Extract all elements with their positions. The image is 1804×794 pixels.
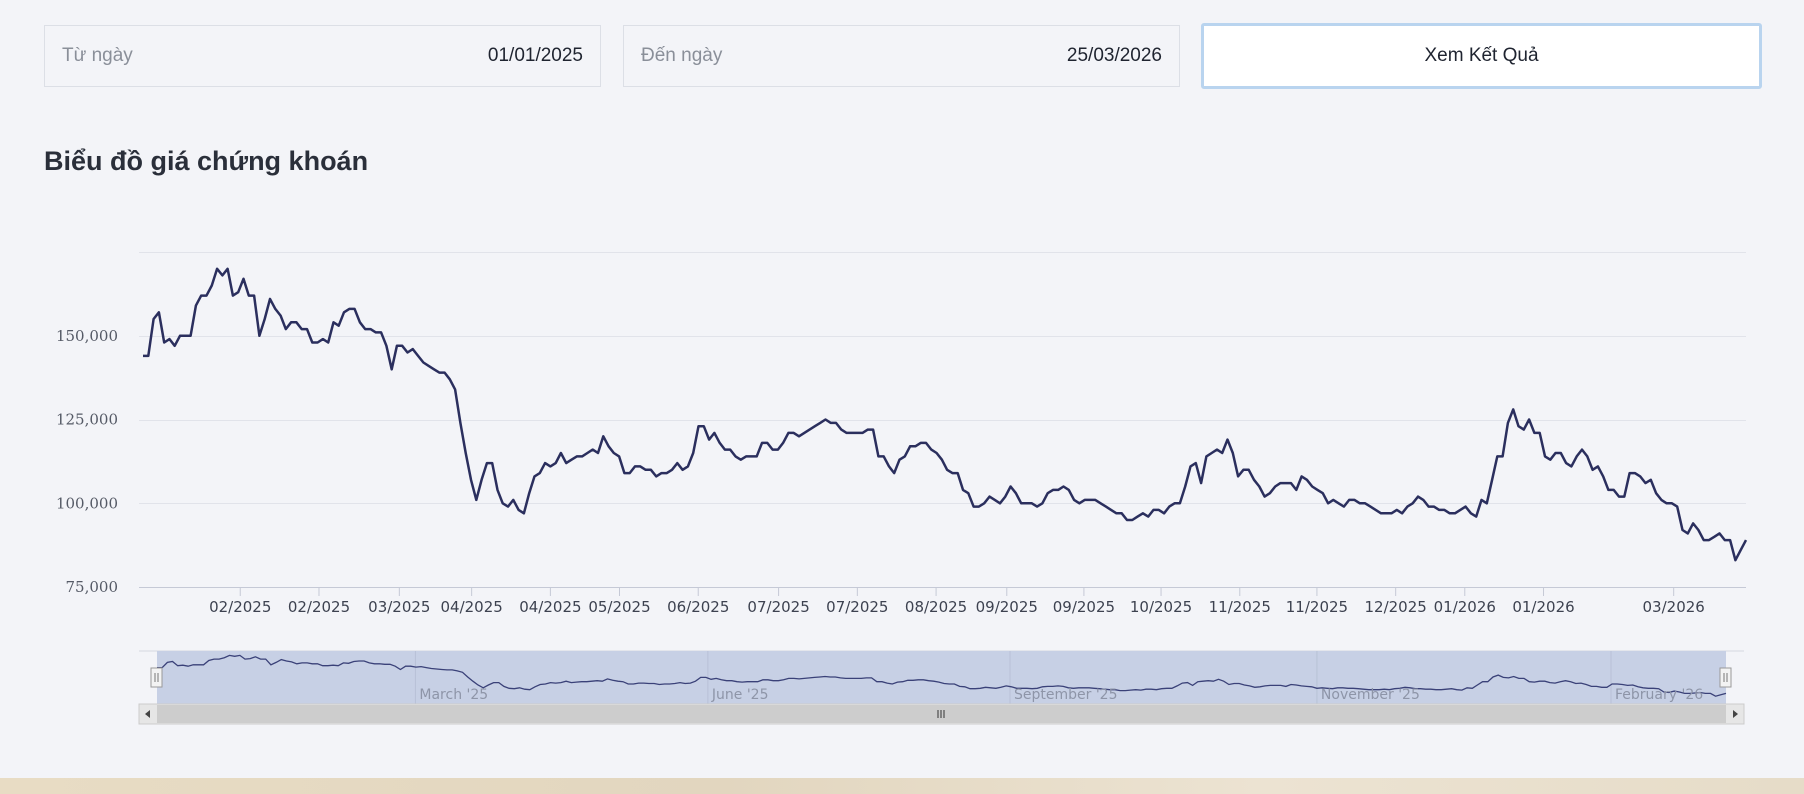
x-tick-label: 08/2025 <box>905 598 967 616</box>
scroll-right-arrow-icon[interactable] <box>1733 710 1738 718</box>
y-axis: 75,000 100,000 125,000 150,000 <box>56 327 118 596</box>
to-date-field[interactable]: Đến ngày 25/03/2026 <box>623 25 1180 87</box>
x-tick-label: 11/2025 <box>1286 598 1348 616</box>
x-tick-label: 10/2025 <box>1130 598 1192 616</box>
navigator-label: November '25 <box>1321 687 1420 703</box>
x-tick-label: 04/2025 <box>519 598 581 616</box>
x-tick-label: 01/2026 <box>1434 598 1496 616</box>
x-tick-label: 03/2025 <box>368 598 430 616</box>
y-tick-label: 100,000 <box>56 494 118 512</box>
x-tick-label: 02/2025 <box>288 598 350 616</box>
x-tick-label: 09/2025 <box>1053 598 1115 616</box>
range-navigator[interactable]: March '25 June '25 September '25 November '… <box>139 650 1744 704</box>
y-tick-label: 150,000 <box>56 327 118 345</box>
navigator-right-handle[interactable] <box>1719 667 1732 688</box>
x-tick-label: 07/2025 <box>826 598 888 616</box>
navigator-left-handle[interactable] <box>150 667 163 688</box>
navigator-labels: March '25 June '25 September '25 November '… <box>419 687 1703 703</box>
navigator-label: June '25 <box>711 687 769 703</box>
price-series-line <box>143 267 1748 562</box>
os-taskbar <box>0 778 1804 794</box>
scroll-left-arrow-icon[interactable] <box>145 710 150 718</box>
y-tick-label: 125,000 <box>56 411 118 429</box>
x-tick-label: 03/2026 <box>1643 598 1705 616</box>
x-tick-label: 07/2025 <box>747 598 809 616</box>
grid-lines <box>139 252 1746 504</box>
x-tick-label: 11/2025 <box>1209 598 1271 616</box>
x-axis: 02/2025 02/2025 03/2025 04/2025 04/2025 05/20… <box>139 587 1746 616</box>
x-tick-label: 01/2026 <box>1512 598 1574 616</box>
to-date-value: 25/03/2026 <box>1066 45 1162 66</box>
from-date-value: 01/01/2025 <box>487 45 583 66</box>
x-tick-label: 02/2025 <box>209 598 271 616</box>
navigator-label: March '25 <box>419 687 488 703</box>
view-results-button[interactable]: Xem Kết Quả <box>1201 23 1762 89</box>
from-date-label: Từ ngày <box>62 45 133 66</box>
y-tick-label: 75,000 <box>66 578 119 596</box>
navigator-label: February '26 <box>1615 687 1703 703</box>
from-date-field[interactable]: Từ ngày 01/01/2025 <box>44 25 601 87</box>
navigator-label: September '25 <box>1014 687 1118 703</box>
x-tick-label: 09/2025 <box>976 598 1038 616</box>
chart-scrollbar[interactable] <box>138 703 1745 725</box>
navigator-selected-range[interactable] <box>157 651 1726 704</box>
navigator-series-line <box>157 654 1727 697</box>
x-tick-label: 06/2025 <box>667 598 729 616</box>
chart-title: Biểu đồ giá chứng khoán <box>44 146 369 176</box>
to-date-label: Đến ngày <box>641 45 723 66</box>
x-tick-label: 04/2025 <box>440 598 502 616</box>
x-tick-label: 12/2025 <box>1365 598 1427 616</box>
x-tick-label: 05/2025 <box>588 598 650 616</box>
